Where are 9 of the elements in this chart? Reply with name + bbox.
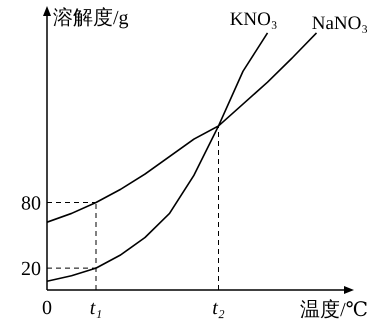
series-label: KNO₃ bbox=[230, 8, 278, 30]
series-label: NaNO₃ bbox=[312, 12, 368, 34]
x-tick-label: 0 bbox=[42, 297, 52, 319]
y-tick-label: 80 bbox=[21, 192, 41, 214]
x-tick-label: t₂ bbox=[212, 297, 225, 319]
y-tick-label: 20 bbox=[21, 258, 41, 280]
x-axis-title: 温度/℃ bbox=[300, 299, 368, 321]
y-axis-title: 溶解度/g bbox=[53, 7, 129, 29]
x-tick-label: t₁ bbox=[90, 297, 102, 319]
